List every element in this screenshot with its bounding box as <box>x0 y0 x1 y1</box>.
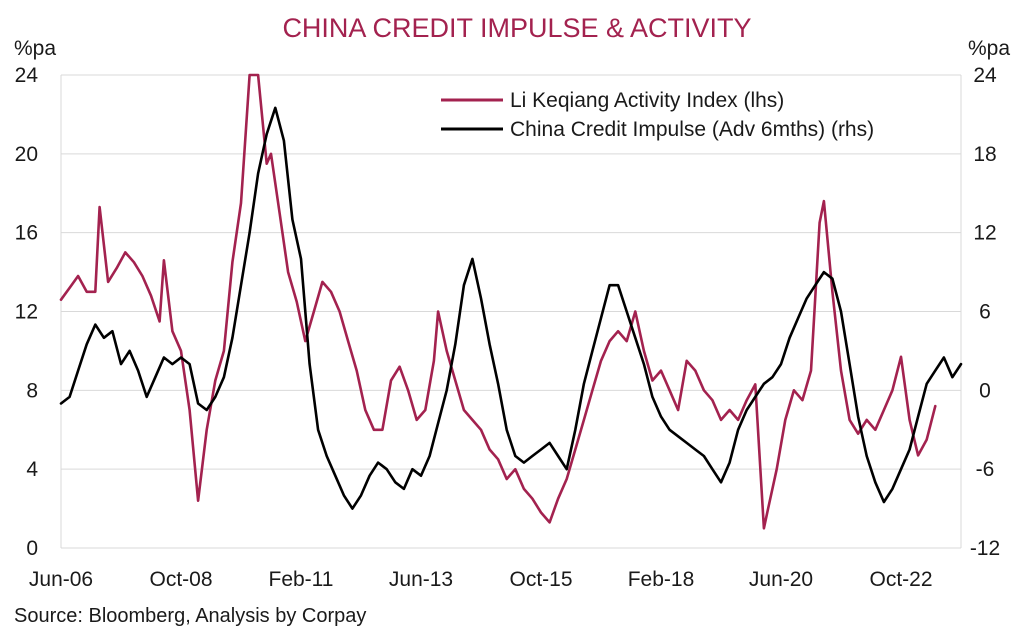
left-tick-label: 12 <box>15 301 38 324</box>
x-axis-ticks: Jun-06 Oct-08 Feb-11 Jun-13 Oct-15 Feb-18 Jun-… <box>29 568 933 591</box>
legend-label-credit-impulse: China Credit Impulse (Adv 6mths) (rhs) <box>510 118 874 141</box>
right-tick-label: 24 <box>973 64 997 87</box>
x-tick-label: Feb-11 <box>269 568 334 591</box>
left-axis-unit: %pa <box>14 37 56 60</box>
right-tick-label: 12 <box>973 222 996 245</box>
right-tick-label: -6 <box>976 458 995 481</box>
right-axis-unit: %pa <box>968 37 1010 60</box>
x-tick-label: Feb-18 <box>628 568 695 591</box>
grid <box>61 74 961 549</box>
left-tick-label: 24 <box>15 64 39 87</box>
source-note: Source: Bloomberg, Analysis by Corpay <box>14 605 366 627</box>
series-line-credit-impulse <box>59 106 963 510</box>
left-tick-label: 16 <box>15 222 38 245</box>
right-tick-label: -12 <box>970 537 1000 560</box>
right-tick-label: 18 <box>973 143 996 166</box>
left-tick-label: 0 <box>26 537 38 560</box>
legend-label-li-keqiang: Li Keqiang Activity Index (lhs) <box>510 89 784 112</box>
left-tick-label: 4 <box>26 458 38 481</box>
left-tick-label: 20 <box>15 143 38 166</box>
chart-title: CHINA CREDIT IMPULSE & ACTIVITY <box>282 13 751 43</box>
x-tick-label: Oct-22 <box>869 568 932 591</box>
x-tick-label: Jun-13 <box>389 568 453 591</box>
x-tick-label: Jun-20 <box>749 568 813 591</box>
x-tick-label: Oct-08 <box>149 568 212 591</box>
right-tick-label: 0 <box>979 379 991 402</box>
x-tick-label: Jun-06 <box>29 568 93 591</box>
left-tick-label: 8 <box>26 379 38 402</box>
right-axis-ticks: -12 -6 0 6 12 18 24 <box>970 64 1000 560</box>
right-tick-label: 6 <box>979 301 991 324</box>
left-axis-ticks: 0 4 8 12 16 20 24 <box>15 64 39 560</box>
x-tick-label: Oct-15 <box>509 568 572 591</box>
legend: Li Keqiang Activity Index (lhs) China Cr… <box>441 89 874 141</box>
series-line-li-keqiang <box>59 73 937 530</box>
series-lines <box>59 73 963 530</box>
